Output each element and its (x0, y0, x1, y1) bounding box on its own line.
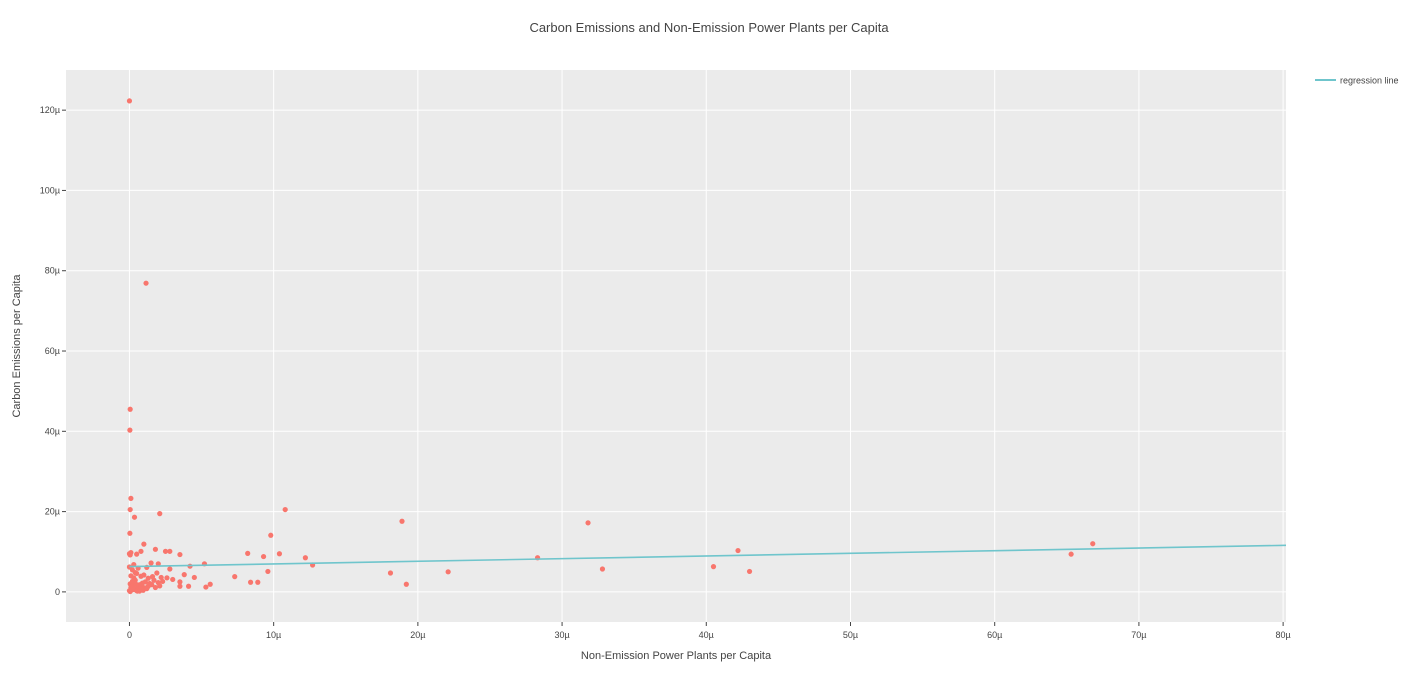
y-tick-label: 40µ (45, 426, 60, 436)
data-point[interactable] (164, 575, 170, 581)
data-point[interactable] (134, 570, 140, 577)
data-point[interactable] (143, 280, 149, 286)
data-point[interactable] (170, 576, 176, 583)
data-point[interactable] (599, 566, 606, 572)
data-point[interactable] (191, 574, 197, 581)
data-point[interactable] (247, 579, 254, 585)
data-point[interactable] (128, 495, 134, 501)
chart-title: Carbon Emissions and Non-Emission Power … (529, 20, 889, 35)
data-point[interactable] (155, 561, 161, 567)
data-point[interactable] (276, 551, 283, 557)
data-point[interactable] (207, 581, 213, 587)
data-point[interactable] (131, 514, 138, 520)
x-tick-label: 50µ (843, 630, 858, 640)
data-point[interactable] (132, 577, 138, 583)
data-point[interactable] (144, 586, 150, 592)
data-point[interactable] (282, 506, 288, 513)
data-point[interactable] (154, 570, 160, 576)
y-tick-label: 100µ (40, 185, 60, 195)
data-point[interactable] (268, 532, 274, 538)
plot-background (66, 70, 1286, 622)
plot-area (66, 70, 1287, 622)
data-point[interactable] (181, 572, 187, 578)
y-tick-label: 0 (55, 587, 60, 597)
data-point[interactable] (142, 579, 148, 585)
data-point[interactable] (149, 582, 155, 588)
data-point[interactable] (128, 549, 134, 556)
x-tick-label: 30µ (554, 630, 569, 640)
data-point[interactable] (177, 579, 183, 585)
data-point[interactable] (157, 583, 163, 589)
y-tick-label: 20µ (45, 507, 60, 517)
data-point[interactable] (134, 551, 140, 557)
data-point[interactable] (127, 427, 133, 433)
data-point[interactable] (387, 570, 394, 576)
data-point[interactable] (127, 406, 133, 412)
x-tick-label: 60µ (987, 630, 1002, 640)
data-point[interactable] (141, 572, 147, 578)
data-point[interactable] (162, 548, 169, 554)
data-point[interactable] (403, 581, 409, 587)
data-point[interactable] (157, 511, 163, 517)
legend-label-regression: regression line (1340, 76, 1399, 86)
data-point[interactable] (126, 98, 133, 104)
x-tick-label: 10µ (266, 630, 281, 640)
data-point[interactable] (152, 546, 159, 552)
data-point[interactable] (203, 584, 209, 590)
data-point[interactable] (148, 560, 154, 566)
data-point[interactable] (260, 553, 267, 560)
data-point[interactable] (167, 548, 173, 554)
data-point[interactable] (1090, 541, 1096, 547)
data-point[interactable] (152, 584, 159, 591)
data-point[interactable] (167, 566, 173, 572)
data-point[interactable] (232, 574, 238, 580)
x-axis-title: Non-Emission Power Plants per Capita (581, 650, 772, 662)
data-point[interactable] (160, 578, 166, 585)
y-tick-label: 80µ (45, 266, 60, 276)
regression-line[interactable] (129, 544, 1287, 568)
data-point[interactable] (136, 588, 143, 594)
data-point[interactable] (710, 563, 717, 570)
x-tick-label: 0 (127, 630, 132, 640)
data-point[interactable] (141, 541, 147, 547)
y-tick-label: 60µ (45, 346, 60, 356)
data-point[interactable] (265, 568, 271, 575)
data-point[interactable] (185, 583, 192, 589)
data-point[interactable] (158, 574, 164, 581)
x-tick-label: 80µ (1276, 630, 1291, 640)
data-point[interactable] (1068, 551, 1074, 557)
y-axis-title: Carbon Emissions per Capita (11, 274, 23, 418)
x-tick-label: 40µ (699, 630, 714, 640)
data-point[interactable] (127, 506, 133, 513)
data-point[interactable] (445, 569, 451, 575)
data-point[interactable] (399, 518, 405, 524)
data-point[interactable] (735, 547, 741, 554)
y-tick-label: 120µ (40, 105, 60, 115)
legend[interactable]: regression line (1315, 76, 1399, 86)
y-axis: 0 20µ 40µ 60µ 80µ 100µ 120µ (40, 105, 66, 597)
x-axis: 0 10µ 20µ 30µ 40µ 50µ 60µ 70µ 80µ (127, 622, 1291, 640)
x-tick-label: 20µ (410, 630, 425, 640)
data-point[interactable] (177, 583, 183, 589)
data-point[interactable] (255, 579, 261, 585)
data-point[interactable] (302, 555, 308, 561)
data-point[interactable] (127, 530, 133, 536)
data-point[interactable] (746, 568, 753, 575)
data-point[interactable] (585, 520, 591, 526)
data-point[interactable] (145, 575, 151, 581)
data-point[interactable] (177, 551, 183, 558)
x-tick-label: 70µ (1131, 630, 1146, 640)
data-point[interactable] (245, 550, 251, 556)
data-point[interactable] (151, 577, 157, 583)
data-point[interactable] (138, 548, 144, 554)
